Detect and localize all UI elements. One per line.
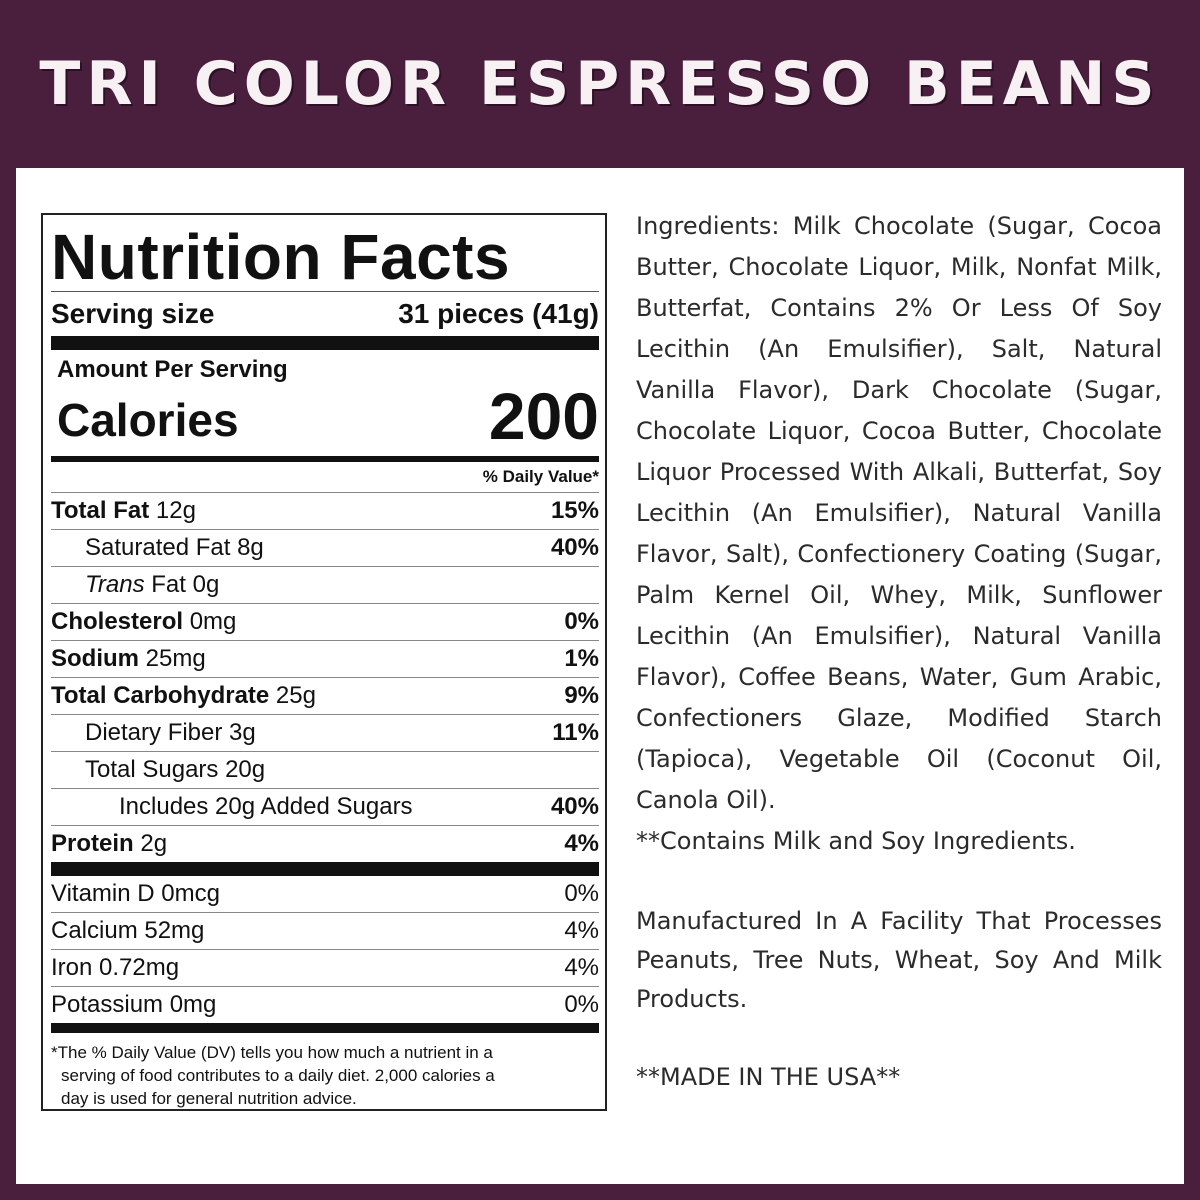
nutrient-row-cholesterol: Cholesterol 0mg 0% <box>51 603 599 640</box>
product-title: TRI COLOR ESPRESSO BEANS <box>39 49 1161 119</box>
nutrient-row-added-sugars: Includes 20g Added Sugars 40% <box>51 788 599 825</box>
calories-label: Calories <box>57 394 239 446</box>
serving-size-row: Serving size 31 pieces (41g) <box>51 292 599 336</box>
daily-value-percent: 40% <box>550 534 599 561</box>
vitamin-row: Iron 0.72mg 4% <box>51 949 599 986</box>
divider-thick <box>51 862 599 876</box>
vitamin-row: Vitamin D 0mcg 0% <box>51 880 599 907</box>
daily-value-percent: 0% <box>564 608 599 635</box>
calories-row: Calories 200 <box>51 379 599 453</box>
daily-value-percent: 1% <box>564 645 599 672</box>
nutrient-row-total-fat: Total Fat 12g 15% <box>51 492 599 529</box>
nutrient-list: Total Fat 12g 15% Saturated Fat 8g 40% T… <box>51 492 599 862</box>
daily-value-percent: 40% <box>550 793 599 820</box>
nutrient-row-total-sugars: Total Sugars 20g <box>51 751 599 788</box>
divider-medium <box>51 1023 599 1033</box>
serving-size-label: Serving size <box>51 298 215 329</box>
nutrient-row-total-carbohydrate: Total Carbohydrate 25g 9% <box>51 677 599 714</box>
header-banner: TRI COLOR ESPRESSO BEANS <box>0 0 1200 168</box>
nutrient-row-saturated-fat: Saturated Fat 8g 40% <box>51 529 599 566</box>
nutrition-title: Nutrition Facts <box>51 221 511 293</box>
content-panel: Nutrition Facts Serving size 31 pieces (… <box>16 168 1184 1184</box>
vitamin-list: Vitamin D 0mcg 0% Calcium 52mg 4% Iron 0.7… <box>51 876 599 1023</box>
divider <box>51 291 599 292</box>
allergen-statement: **Contains Milk and Soy Ingredients. <box>636 827 1076 855</box>
daily-value-percent: 4% <box>564 830 599 857</box>
nutrient-row-protein: Protein 2g 4% <box>51 825 599 862</box>
daily-value-percent: 11% <box>552 719 599 746</box>
serving-size-value: 31 pieces (41g) <box>398 298 599 329</box>
daily-value-percent: 15% <box>550 497 599 524</box>
nutrient-row-trans-fat: Trans Fat 0g <box>51 566 599 603</box>
ingredients-text: Ingredients: Milk Chocolate (Sugar, Coco… <box>636 212 1162 814</box>
calories-value: 200 <box>488 379 599 453</box>
origin-statement: **MADE IN THE USA** <box>636 1063 901 1091</box>
vitamin-row: Potassium 0mg 0% <box>51 986 599 1023</box>
vitamin-row: Calcium 52mg 4% <box>51 912 599 949</box>
amount-per-serving: Amount Per Serving <box>57 356 288 383</box>
nutrition-facts-label: Nutrition Facts Serving size 31 pieces (… <box>41 213 607 1111</box>
divider-medium <box>51 456 599 462</box>
daily-value-percent: 9% <box>564 682 599 709</box>
nutrient-row-dietary-fiber: Dietary Fiber 3g 11% <box>51 714 599 751</box>
nutrient-row-sodium: Sodium 25mg 1% <box>51 640 599 677</box>
daily-value-footnote: *The % Daily Value (DV) tells you how mu… <box>51 1043 495 1108</box>
facility-statement: Manufactured In A Facility That Processe… <box>636 907 1162 1013</box>
ingredients-column: Ingredients: Milk Chocolate (Sugar, Coco… <box>636 206 1162 1098</box>
divider-thick <box>51 336 599 350</box>
daily-value-header: % Daily Value* <box>482 467 599 486</box>
